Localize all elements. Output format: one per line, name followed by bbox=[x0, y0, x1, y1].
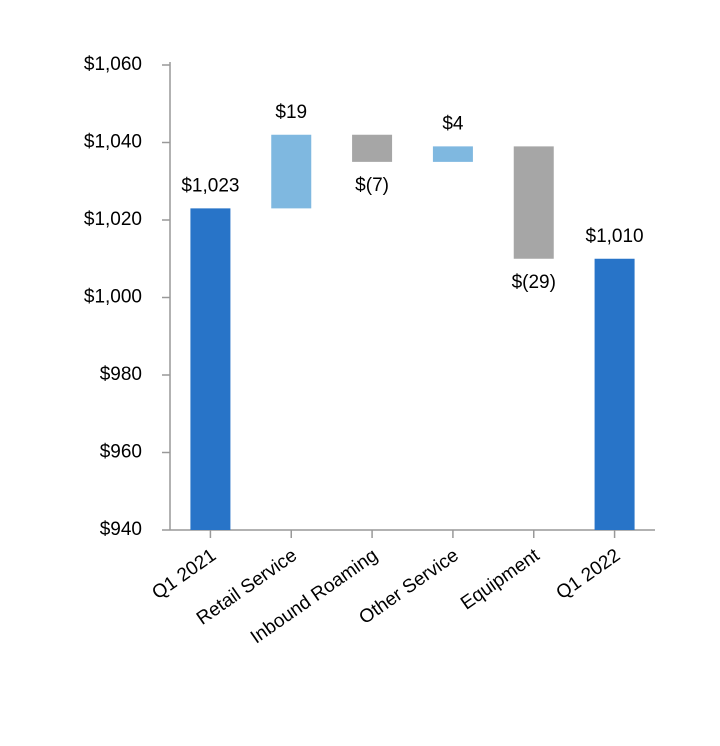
y-tick-label: $1,020 bbox=[84, 209, 142, 230]
y-tick-label: $1,060 bbox=[84, 54, 142, 75]
bar bbox=[190, 208, 231, 530]
value-label: $4 bbox=[442, 113, 464, 134]
x-tick-label: Q1 2021 bbox=[148, 545, 220, 604]
y-tick-label: $960 bbox=[100, 442, 142, 463]
value-label: $19 bbox=[275, 102, 307, 123]
y-tick-label: $980 bbox=[100, 364, 142, 385]
value-label: $1,023 bbox=[181, 175, 239, 196]
y-tick-label: $1,000 bbox=[84, 287, 142, 308]
bar bbox=[513, 146, 554, 259]
value-label: $1,010 bbox=[586, 226, 644, 247]
value-label: $(29) bbox=[512, 272, 556, 293]
value-label: $(7) bbox=[355, 175, 389, 196]
x-tick-label: Q1 2022 bbox=[553, 545, 625, 604]
bar bbox=[432, 146, 473, 162]
bar bbox=[271, 134, 312, 209]
y-tick-label: $1,040 bbox=[84, 132, 142, 153]
bar bbox=[352, 134, 393, 162]
x-tick-label: Equipment bbox=[457, 545, 544, 615]
y-tick-label: $940 bbox=[100, 519, 142, 540]
bar bbox=[594, 258, 635, 530]
